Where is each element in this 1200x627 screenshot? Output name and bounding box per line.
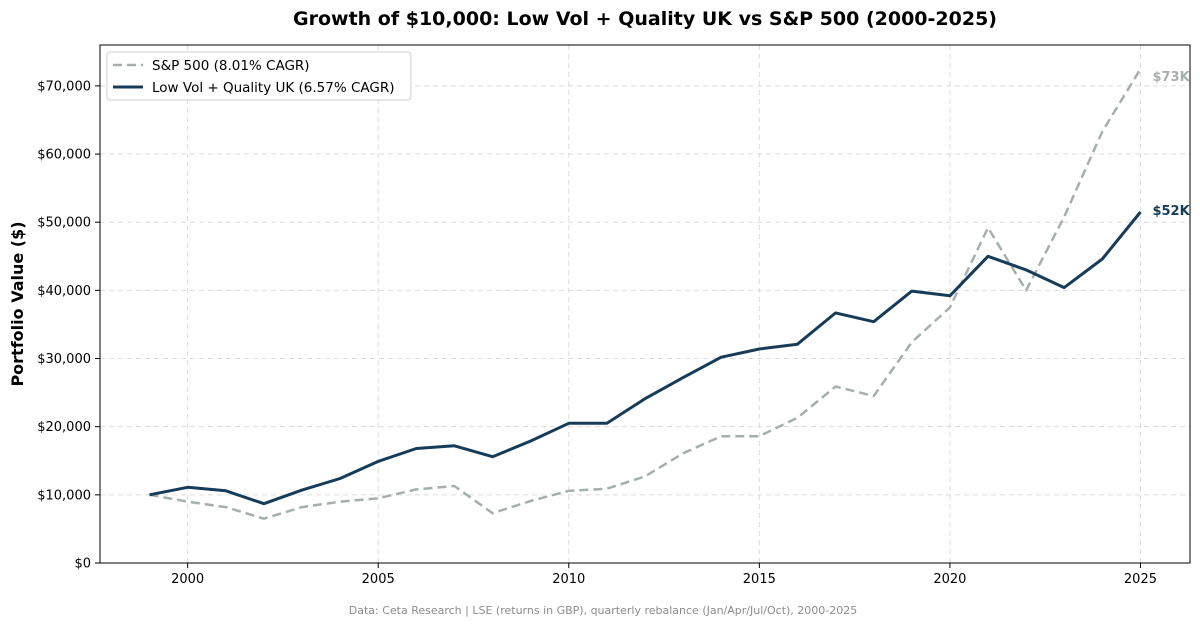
series-line-sp500 [149,68,1142,520]
y-tick-label: $70,000 [37,79,91,94]
legend-label-lowvol: Low Vol + Quality UK (6.57% CAGR) [152,80,395,96]
end-label-lowvol: $52K [1152,204,1190,219]
series-layer [149,68,1142,520]
y-tick-label: $60,000 [37,148,91,163]
legend-box [106,51,412,101]
x-tick-label: 2010 [552,572,585,587]
x-tick-label: 2025 [1124,572,1157,587]
grid [100,45,1190,564]
y-axis-label: Portfolio Value ($) [8,221,27,386]
end-label-sp500: $73K [1152,70,1190,85]
plot-frame [99,44,1191,564]
x-axis: 2000 2005 2010 2015 2020 2025 [171,563,1157,587]
legend-label-sp500: S&P 500 (8.01% CAGR) [152,58,310,74]
y-axis: $0 $10,000 $20,000 $30,000 $40,000 $50,000 $60… [37,79,100,572]
legend: S&P 500 (8.01% CAGR) Low Vol + Quality U… [106,51,412,101]
y-tick-label: $30,000 [37,352,91,367]
x-tick-label: 2005 [362,572,395,587]
y-tick-label: $40,000 [37,284,91,299]
footer-note: Data: Ceta Research | LSE (returns in GB… [349,604,858,617]
y-tick-label: $0 [74,557,91,572]
y-tick-label: $10,000 [37,488,91,503]
x-tick-label: 2020 [933,572,966,587]
series-line-lowvol [149,211,1142,506]
y-tick-label: $20,000 [37,420,91,435]
y-tick-label: $50,000 [37,216,91,231]
x-tick-label: 2000 [171,572,204,587]
chart-title: Growth of $10,000: Low Vol + Quality UK … [293,8,997,30]
x-tick-label: 2015 [743,572,776,587]
